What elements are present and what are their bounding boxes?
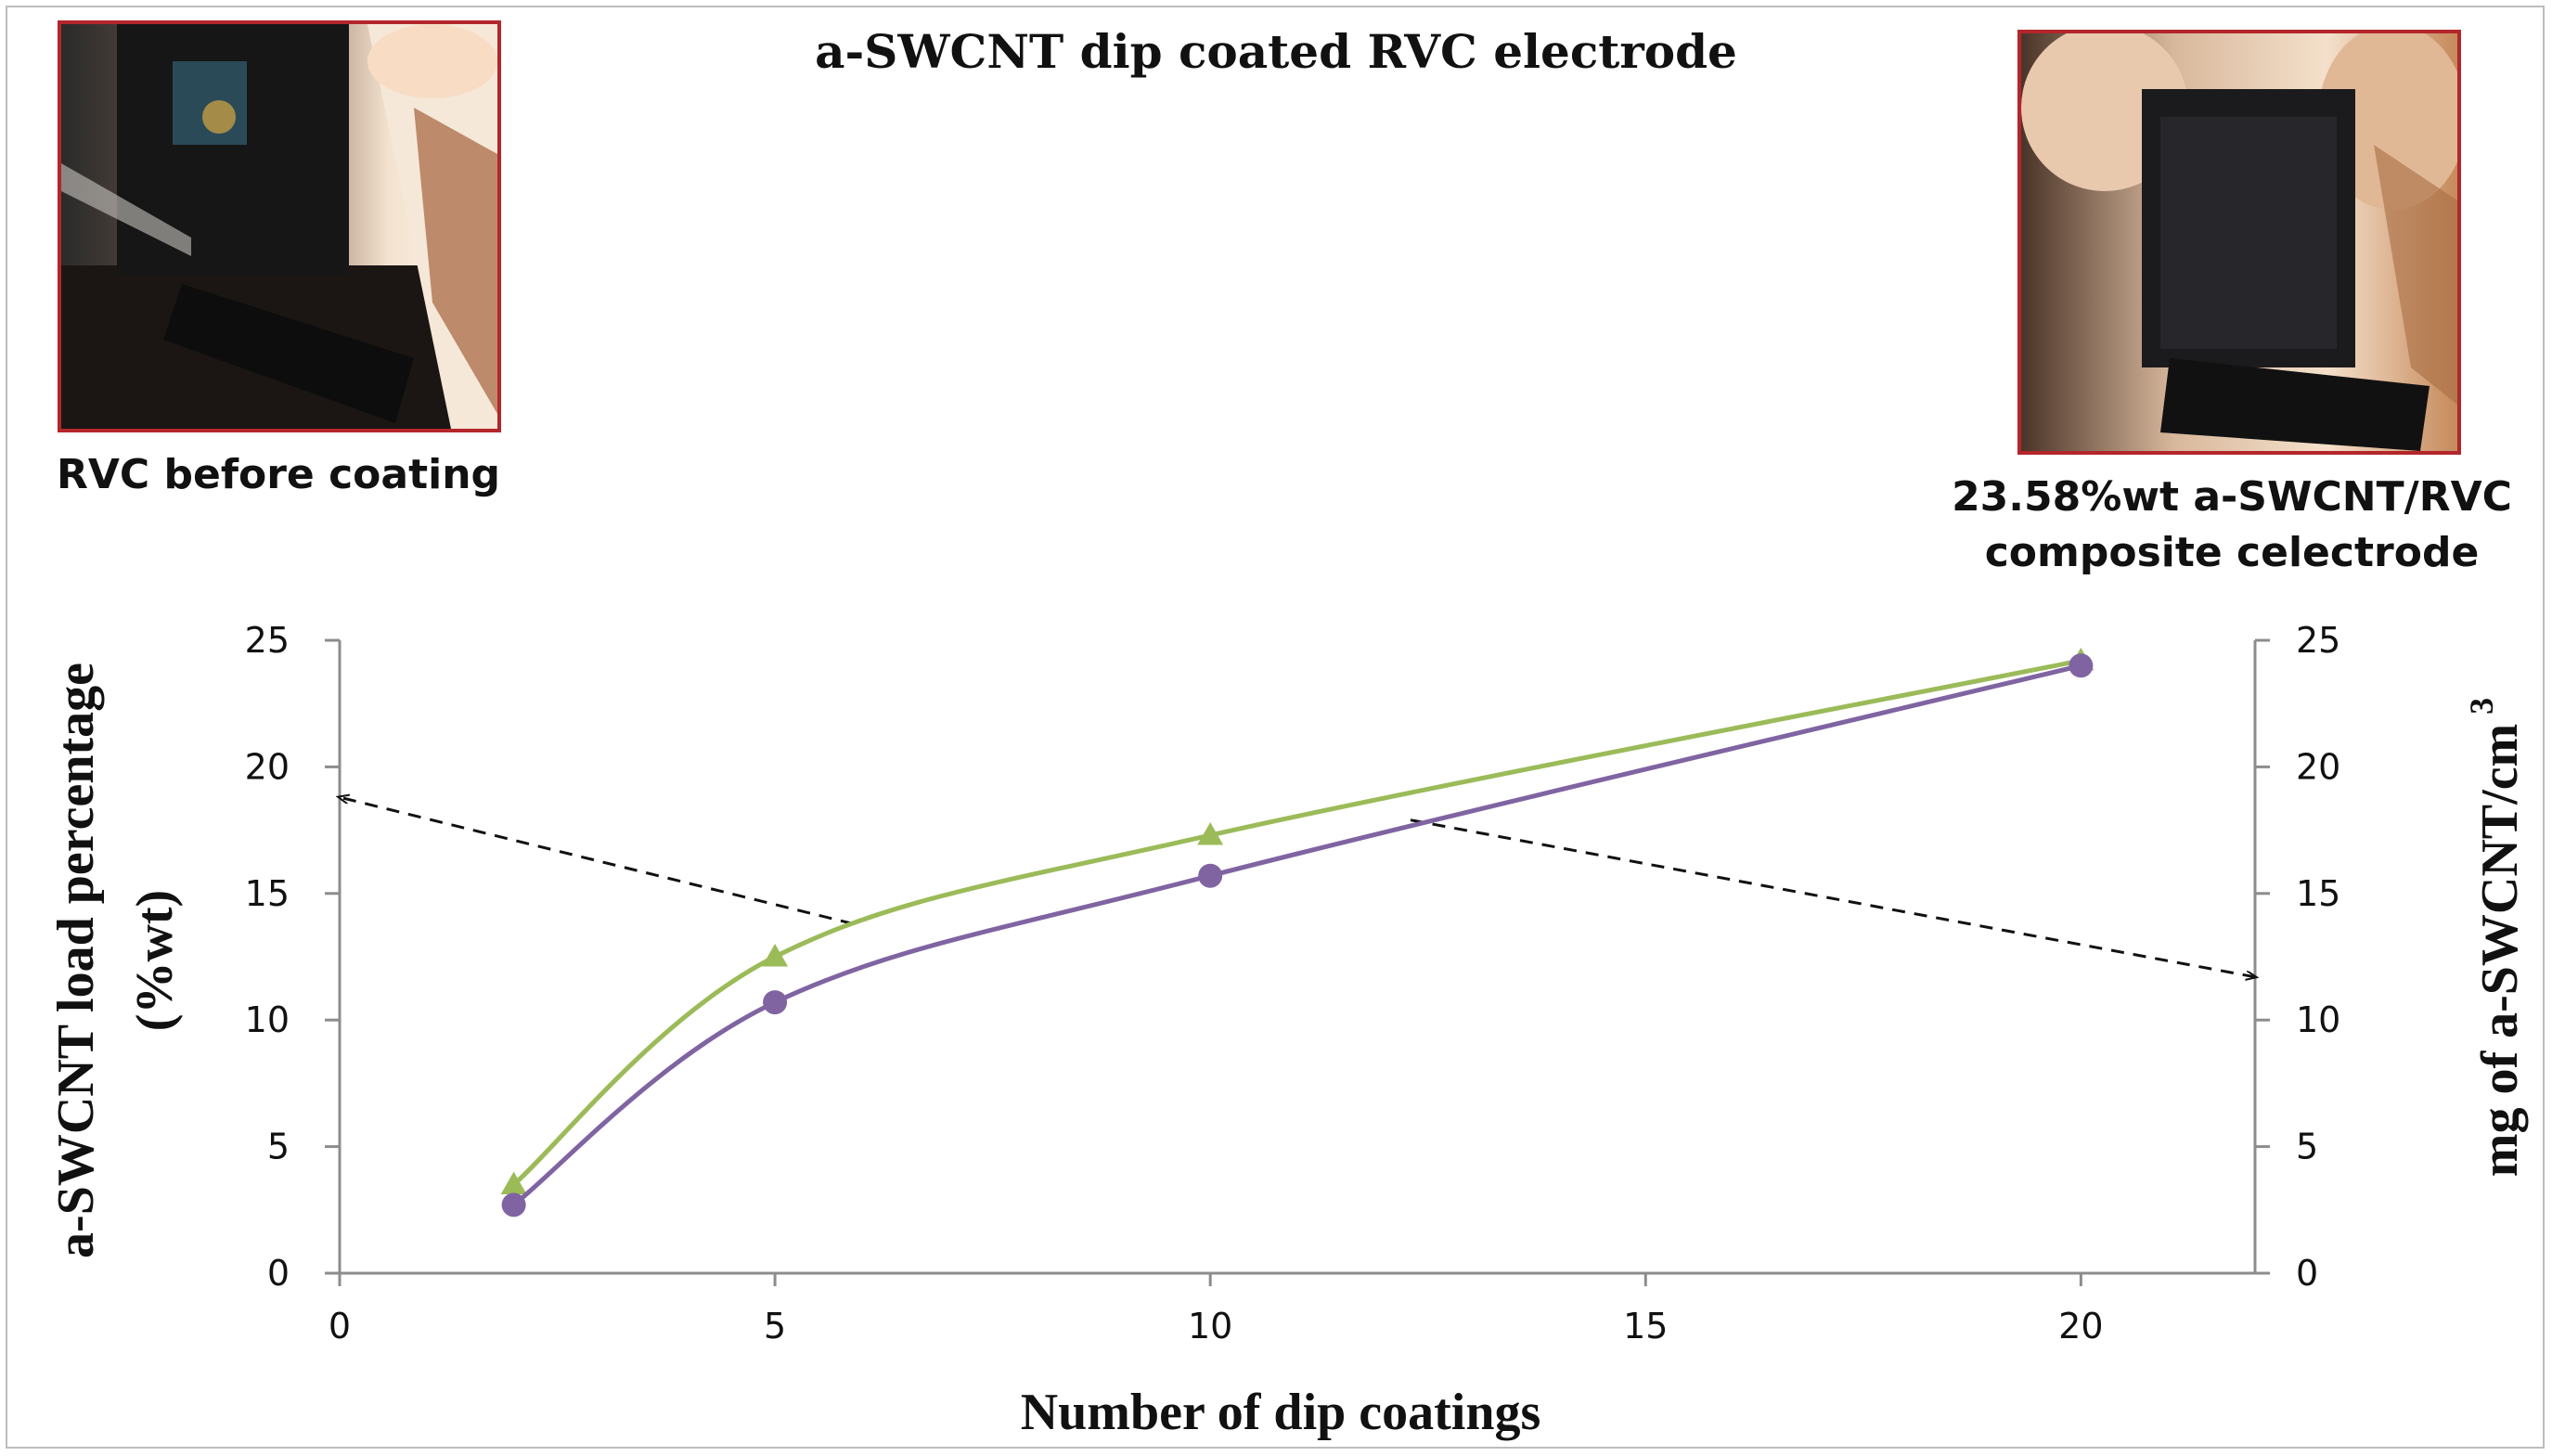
chart-annotations: [340, 797, 2255, 977]
y-axis-title-line2: (%wt): [126, 890, 184, 1031]
figure-title: a-SWCNT dip coated RVC electrode: [815, 24, 1737, 79]
photo-rvc-before-image: [61, 24, 497, 429]
x-axis-title: Number of dip coatings: [1021, 1384, 1541, 1441]
annotation-arrow-right-axis: [1410, 818, 2255, 977]
point-load-percentage-2: [501, 1192, 526, 1218]
y2-tick-label-20: 20: [2296, 746, 2340, 787]
y-tick-label-0: 0: [267, 1253, 290, 1294]
series-line-load-percentage: [512, 663, 2082, 1207]
point-mg-per-cm3-10: [1197, 822, 1224, 845]
y2-tick-label-5: 5: [2296, 1127, 2318, 1167]
x-tick-label-10: 10: [1188, 1306, 1232, 1346]
photo-rvc-before: [58, 20, 501, 432]
point-load-percentage-5: [763, 990, 788, 1015]
x-tick-label-0: 0: [329, 1306, 351, 1346]
series-line-mg-per-cm3: [511, 658, 2082, 1187]
y-tick-label-10: 10: [245, 999, 290, 1040]
chart-axes: 0 5 10 15 20 0 5 10 15 20 25 0 5 10 15 20 25: [245, 620, 2341, 1346]
x-tick-label-5: 5: [764, 1306, 786, 1346]
figure-frame: [6, 6, 2545, 1449]
y2-tick-label-25: 25: [2296, 620, 2340, 661]
y-tick-label-5: 5: [267, 1127, 290, 1167]
y2-axis-title-text: mg of a-SWCNT/cm: [2471, 724, 2529, 1177]
annotation-arrow-left-axis: [340, 797, 854, 925]
x-tick-label-15: 15: [1623, 1306, 1668, 1346]
caption-rvc-before: RVC before coating: [56, 451, 501, 498]
y2-tick-label-0: 0: [2296, 1253, 2318, 1294]
point-load-percentage-10: [1198, 863, 1223, 888]
caption-composite-electrode-line1: 23.58%wt a-SWCNT/RVC: [1952, 473, 2512, 521]
photo-composite-electrode-image: [2021, 33, 2457, 451]
y2-axis-title: mg of a-SWCNT/cm 3: [2463, 698, 2529, 1177]
x-tick-label-20: 20: [2058, 1306, 2103, 1346]
point-mg-per-cm3-5: [762, 944, 789, 967]
y2-tick-label-10: 10: [2296, 999, 2340, 1040]
y2-tick-label-15: 15: [2296, 873, 2340, 914]
caption-composite-electrode-line2: composite celectrode: [1984, 529, 2480, 576]
y-axis-title-line1: a-SWCNT load percentage: [47, 663, 105, 1258]
y-tick-label-15: 15: [245, 873, 290, 914]
point-load-percentage-20: [2069, 653, 2094, 678]
y-tick-label-20: 20: [245, 746, 290, 787]
point-mg-per-cm3-2: [500, 1171, 527, 1195]
chart-series: [500, 647, 2094, 1218]
y2-axis-title-superscript: 3: [2463, 698, 2500, 715]
photo-composite-electrode: [2017, 30, 2461, 455]
y-tick-label-25: 25: [245, 620, 290, 661]
